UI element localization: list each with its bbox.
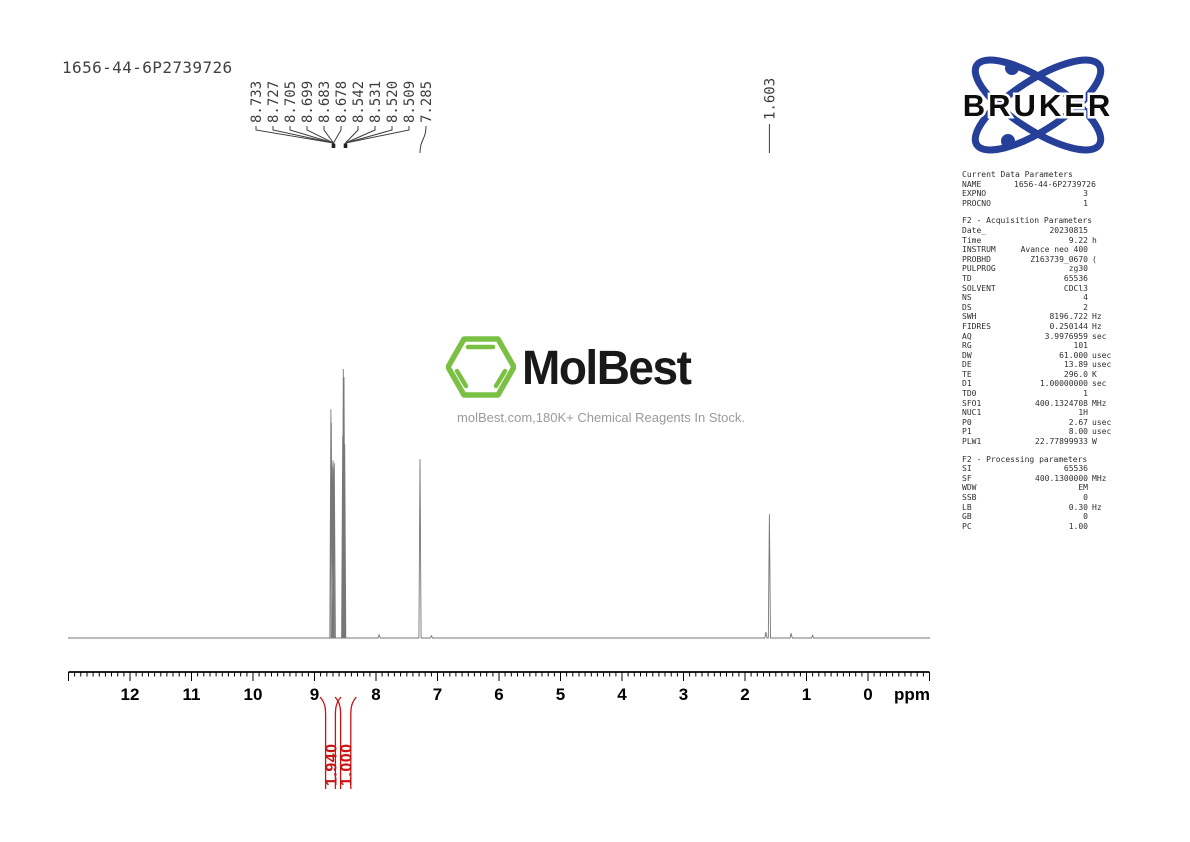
integral-bracket: [319, 696, 327, 789]
watermark-brand: MolBest: [522, 339, 692, 395]
parameter-row: NAME 1656-44-6P2739726: [962, 179, 1096, 189]
parameter-row: NUC1 1H: [962, 408, 1088, 418]
parameter-row: SF 400.1300000 MHz: [962, 473, 1107, 483]
parameter-row: PC 1.00: [962, 521, 1088, 531]
parameter-section-header: Current Data Parameters: [962, 170, 1073, 179]
integral-bracket: [334, 696, 342, 789]
orbit-dot: [1001, 134, 1015, 148]
parameter-row: SSB 0: [962, 493, 1088, 502]
parameter-row: EXPNO 3: [962, 189, 1088, 199]
parameter-section-header: F2 - Acquisition Parameters: [962, 216, 1093, 226]
parameters-panel: Current Data Parameters NAME 1656-44-6P273…: [962, 170, 1120, 539]
peak-label: 8.699: [300, 81, 316, 123]
orbit-dot: [1005, 61, 1019, 75]
x-tick-label: 12: [121, 685, 140, 704]
parameter-row: GB 0: [962, 512, 1088, 522]
parameter-row: DW 61.000 usec: [962, 350, 1112, 360]
parameter-row: TD 65536: [962, 273, 1088, 283]
benzene-hexagon-icon: [446, 336, 516, 398]
parameter-row: TD0 1: [962, 389, 1088, 399]
x-tick-label: 7: [433, 685, 442, 704]
x-tick-label: 9: [310, 685, 319, 704]
parameter-section: F2 - Processing parameters SI 65536 SF 400.1…: [962, 455, 1120, 532]
parameter-row: LB 0.30 Hz: [962, 502, 1102, 512]
connector-anchor: [343, 143, 348, 148]
bruker-logo: BRUKER: [960, 56, 1114, 154]
integral-value: 1.940: [324, 743, 341, 786]
integral-bracket: [350, 696, 357, 789]
watermark-tagline: molBest.com,180K+ Chemical Reagents In S…: [457, 410, 745, 425]
parameter-row: D1 1.00000000 sec: [962, 379, 1107, 389]
parameter-section-header: F2 - Processing parameters: [962, 454, 1088, 464]
peak-label: 8.520: [385, 81, 401, 123]
peak-label: 8.531: [368, 81, 384, 123]
x-tick-label: 1: [802, 685, 811, 704]
x-axis-unit-label: ppm: [894, 685, 930, 704]
parameter-row: SI 65536: [962, 464, 1088, 474]
parameter-row: NS 4: [962, 293, 1088, 303]
parameter-row: SFO1 400.1324708 MHz: [962, 398, 1107, 408]
parameter-row: PROBHD Z163739_0670(: [962, 254, 1097, 264]
sample-id: 1656-44-6P2739726: [62, 58, 233, 77]
peak-label: 8.727: [266, 81, 282, 123]
parameter-row: PROCNO 1: [962, 198, 1088, 208]
peak-label-connector: [255, 126, 334, 146]
peak-label-connector: [289, 126, 334, 146]
peak-label: 8.542: [351, 81, 367, 123]
parameter-row: DS 2: [962, 302, 1088, 312]
x-tick-label: 4: [617, 685, 627, 704]
parameter-row: PULPROG zg30: [962, 264, 1088, 274]
x-tick-label: 2: [740, 685, 749, 704]
peak-label: 7.285: [419, 81, 435, 123]
parameter-row: WDW EM: [962, 483, 1088, 493]
parameter-row: DE 13.89 usec: [962, 360, 1112, 370]
integral-bracket: [334, 696, 342, 789]
parameter-row: P0 2.67 usec: [962, 417, 1112, 427]
x-tick-label: 0: [863, 685, 872, 704]
integral-value: 1.000: [339, 743, 356, 786]
parameter-row: FIDRES 0.250144 Hz: [962, 321, 1102, 331]
parameter-row: TE 296.0 K: [962, 369, 1097, 379]
bruker-brand: BRUKER: [963, 88, 1114, 123]
peak-label-connector: [345, 126, 410, 146]
parameter-row: RG 101: [962, 341, 1088, 351]
parameter-row: SOLVENT CDCl3: [962, 283, 1088, 293]
x-tick-label: 11: [183, 685, 201, 704]
spectrum-trace: [68, 368, 930, 639]
parameter-row: INSTRUM Avance neo 400: [962, 245, 1088, 255]
parameter-row: P1 8.00 usec: [962, 427, 1112, 437]
parameter-section: Current Data Parameters NAME 1656-44-6P273…: [962, 170, 1120, 208]
x-axis-ticks: [68, 672, 930, 681]
x-tick-label: 5: [556, 685, 565, 704]
x-tick-label: 10: [244, 685, 263, 704]
peak-label: 8.733: [249, 81, 265, 123]
peak-label: 8.678: [334, 81, 350, 123]
connector-anchor: [331, 143, 336, 148]
peak-label-connector: [333, 126, 342, 146]
x-tick-label: 3: [679, 685, 688, 704]
peak-label: 8.683: [317, 81, 333, 123]
parameter-row: Date_ 20230815: [962, 225, 1088, 235]
parameter-row: AQ 3.9976959 sec: [962, 331, 1107, 341]
parameter-section: F2 - Acquisition Parameters Date_ 20230815…: [962, 216, 1120, 446]
peak-label: 8.705: [283, 81, 299, 123]
peak-label: 1.603: [762, 78, 778, 120]
peak-label-connector: [419, 125, 427, 154]
x-tick-label: 6: [494, 685, 503, 704]
parameter-row: SWH 8196.722 Hz: [962, 312, 1102, 322]
watermark: MolBest molBest.com,180K+ Chemical Reage…: [446, 332, 756, 425]
parameter-row: PLW1 22.77899933 W: [962, 437, 1097, 447]
parameter-row: Time 9.22 h: [962, 235, 1097, 245]
peak-label: 8.509: [402, 81, 418, 123]
x-tick-label: 8: [371, 685, 380, 704]
